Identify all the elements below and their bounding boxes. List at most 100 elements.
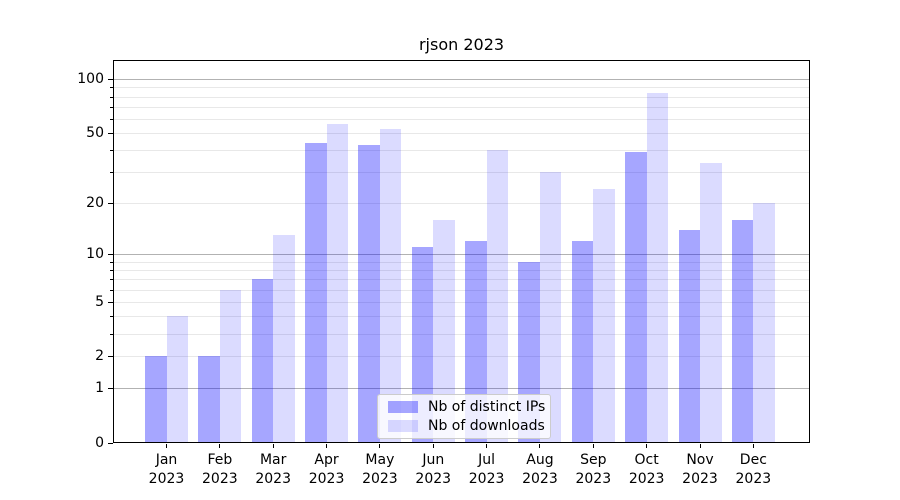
y-tick-mark-minor [110, 150, 113, 152]
gridline-major [114, 388, 809, 390]
y-tick-mark [108, 133, 113, 135]
y-tick-mark-minor [110, 172, 113, 174]
x-tick-mark [219, 444, 221, 448]
y-tick-label: 0 [95, 435, 104, 451]
y-tick-mark-minor [110, 87, 113, 89]
x-tick-mark [432, 444, 434, 448]
y-tick-mark-minor [110, 118, 113, 120]
y-tick-mark [108, 388, 113, 390]
legend-item-downloads: Nb of downloads [388, 418, 545, 434]
gridline-minor [114, 289, 809, 291]
x-tick-mark [539, 444, 541, 448]
gridline-minor [114, 261, 809, 263]
x-tick-mark [272, 444, 274, 448]
x-tick-label: May 2023 [362, 452, 398, 487]
gridline-minor [114, 118, 809, 120]
gridline-minor [114, 133, 809, 135]
x-tick-label: Mar 2023 [255, 452, 291, 487]
legend-item-distinct-ips: Nb of distinct IPs [388, 399, 545, 415]
bar-distinct-ips [625, 152, 647, 443]
y-tick-mark-minor [110, 316, 113, 318]
y-tick-label: 100 [77, 71, 104, 88]
x-tick-label: Aug 2023 [522, 452, 558, 487]
legend: Nb of distinct IPs Nb of downloads [377, 394, 551, 439]
bar-downloads [486, 150, 509, 443]
bar-downloads [593, 189, 615, 443]
y-tick-label: 1 [95, 380, 104, 397]
gridline-minor [114, 333, 809, 335]
bar-distinct-ips [305, 142, 327, 443]
x-tick-mark [646, 444, 648, 448]
bar-distinct-ips [358, 144, 380, 443]
bar-distinct-ips [678, 229, 700, 443]
x-tick-mark [326, 444, 328, 448]
x-tick-label: Nov 2023 [682, 452, 718, 487]
gridline-minor [114, 150, 809, 152]
bar-downloads [700, 162, 722, 443]
y-tick-mark [108, 253, 113, 255]
x-tick-label: Dec 2023 [735, 452, 772, 487]
x-tick-mark [592, 444, 594, 448]
x-tick-mark [699, 444, 701, 448]
y-tick-label: 50 [86, 125, 104, 142]
bar-downloads [273, 234, 295, 443]
legend-swatch-distinct-ips [388, 401, 418, 414]
bar-downloads [166, 316, 188, 443]
x-tick-label: Jun 2023 [415, 452, 452, 487]
x-tick-mark [752, 444, 754, 448]
bar-downloads [753, 203, 775, 443]
y-tick-mark-minor [110, 279, 113, 281]
y-tick-mark-minor [110, 289, 113, 291]
y-tick-mark-minor [110, 333, 113, 335]
x-tick-label: Sep 2023 [575, 452, 612, 487]
y-tick-mark-minor [110, 261, 113, 263]
gridline-minor [114, 301, 809, 303]
legend-swatch-downloads [388, 419, 418, 432]
x-tick-label: Apr 2023 [308, 452, 345, 487]
x-tick-mark [166, 444, 167, 448]
gridline-minor [114, 203, 809, 205]
bar-downloads [539, 172, 562, 443]
bar-downloads [326, 124, 349, 443]
gridline-major [114, 79, 809, 81]
bar-distinct-ips [571, 240, 594, 443]
y-tick-label: 10 [86, 245, 104, 262]
legend-label-downloads: Nb of downloads [428, 417, 545, 434]
y-tick-mark [108, 356, 113, 358]
bar-downloads [433, 219, 455, 443]
gridline-minor [114, 96, 809, 98]
chart-title: rjson 2023 [418, 35, 505, 54]
y-tick-mark [108, 79, 113, 81]
gridline-minor [114, 172, 809, 174]
bar-downloads [219, 289, 242, 443]
gridline-minor [114, 269, 809, 271]
bar-distinct-ips [731, 219, 754, 443]
y-tick-mark [108, 443, 113, 444]
x-tick-label: Jul 2023 [468, 452, 505, 487]
gridline-minor [114, 106, 809, 108]
y-tick-mark [108, 301, 113, 303]
gridline-minor [114, 356, 809, 358]
legend-label-distinct-ips: Nb of distinct IPs [428, 399, 546, 416]
y-tick-mark [108, 203, 113, 205]
gridline-major [114, 253, 809, 255]
bar-distinct-ips [465, 240, 487, 443]
x-tick-label: Oct 2023 [628, 452, 665, 487]
y-tick-mark-minor [110, 96, 113, 98]
x-tick-mark [486, 444, 488, 448]
gridline-minor [114, 316, 809, 318]
bar-downloads [646, 92, 669, 443]
x-tick-label: Jan 2023 [148, 452, 185, 487]
gridline-minor [114, 87, 809, 89]
x-tick-label: Feb 2023 [202, 452, 238, 487]
y-tick-mark-minor [110, 269, 113, 271]
y-tick-label: 2 [95, 348, 104, 365]
y-tick-mark-minor [110, 106, 113, 108]
y-tick-label: 5 [95, 293, 104, 310]
y-tick-label: 20 [86, 195, 104, 212]
gridline-minor [114, 279, 809, 281]
bar-distinct-ips [198, 356, 220, 443]
x-tick-mark [379, 444, 381, 448]
bar-distinct-ips [251, 279, 274, 443]
